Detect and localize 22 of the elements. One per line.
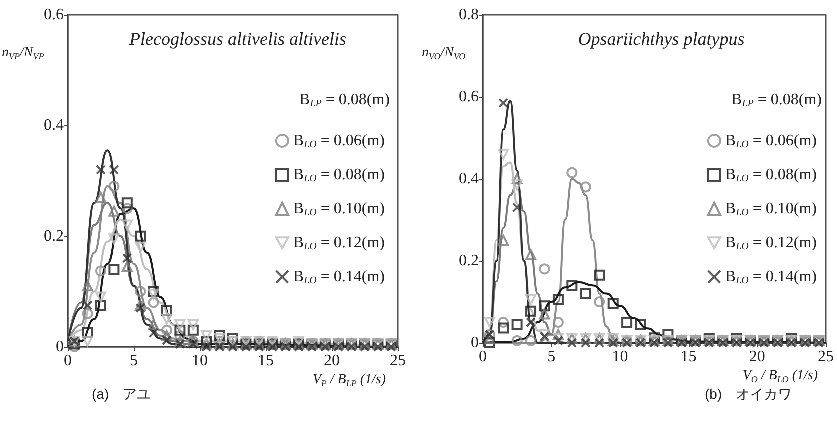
y-tick-label: 0.8: [459, 6, 479, 24]
y-tick-label: 0.4: [44, 117, 64, 134]
text: (a) アユ: [92, 386, 152, 402]
x-tick-label: 25: [818, 348, 834, 366]
x-tick-label: 5: [548, 348, 556, 366]
x-tick-label: 5: [130, 352, 138, 370]
y-tick-label: 0.2: [44, 228, 64, 245]
y-tick-label: 0.6: [459, 88, 479, 106]
x-tick-label: 15: [258, 352, 274, 370]
text: (b) オイカワ: [705, 386, 792, 402]
y-tick-label: 0: [471, 334, 479, 352]
text: Plecoglossus altivelis altivelis: [128, 29, 346, 49]
x-tick-label: 15: [680, 348, 697, 366]
x-tick-label: 10: [612, 348, 628, 366]
x-tick-label: 10: [192, 352, 208, 370]
x-tick-label: 20: [749, 348, 766, 366]
text: Opsariichthys platypus: [578, 29, 745, 49]
x-tick-label: 25: [390, 352, 406, 370]
y-tick-label: 0.4: [459, 170, 479, 188]
y-tick-label: 0.6: [44, 6, 64, 24]
y-tick-label: 0.2: [459, 252, 479, 270]
x-tick-label: 20: [324, 352, 340, 370]
